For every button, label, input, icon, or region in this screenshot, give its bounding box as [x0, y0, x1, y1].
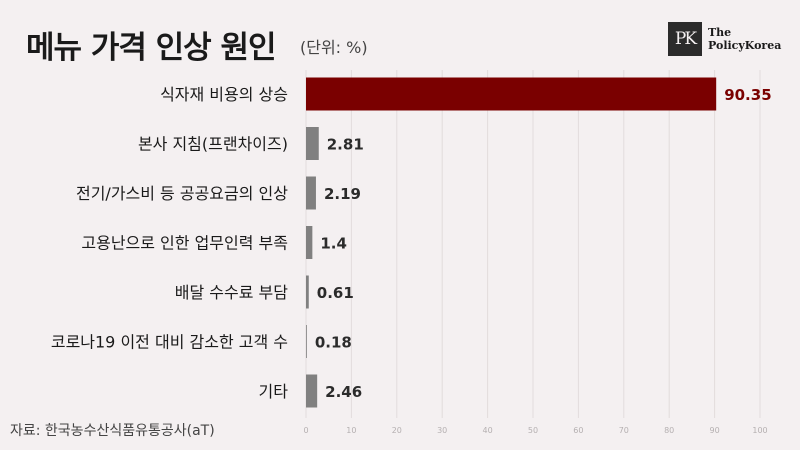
value-label: 2.81	[327, 136, 364, 154]
x-tick-label: 20	[392, 426, 402, 435]
category-label: 식자재 비용의 상승	[160, 85, 288, 104]
x-tick-label: 100	[752, 426, 767, 435]
bar	[306, 374, 318, 408]
x-tick-label: 90	[710, 426, 720, 435]
x-tick-label: 10	[346, 426, 356, 435]
bar	[306, 275, 309, 309]
category-label: 배달 수수료 부담	[175, 283, 288, 302]
x-tick-label: 50	[528, 426, 538, 435]
x-tick-label: 40	[483, 426, 493, 435]
source-note: 자료: 한국농수산식품유통공사(aT)	[10, 423, 215, 439]
category-label: 기타	[259, 382, 289, 401]
bar	[306, 226, 313, 259]
logo-line-1: The	[708, 26, 732, 39]
x-tick-label: 70	[619, 426, 629, 435]
unit-label: (단위: %)	[300, 38, 368, 57]
value-label: 0.61	[317, 284, 354, 302]
bar	[306, 127, 319, 160]
bar	[306, 176, 316, 210]
bar	[306, 77, 717, 111]
category-label: 전기/가스비 등 공공요금의 인상	[76, 184, 288, 203]
logo-line-2: PolicyKorea	[708, 39, 782, 52]
value-label: 1.4	[320, 235, 347, 253]
logo-mark: PK	[668, 22, 702, 56]
category-label: 코로나19 이전 대비 감소한 고객 수	[51, 333, 288, 352]
x-tick-label: 30	[437, 426, 447, 435]
x-tick-label: 0	[303, 426, 308, 435]
bar	[306, 325, 307, 358]
logo-text: The PolicyKorea	[708, 26, 781, 52]
value-label: 2.19	[324, 185, 361, 203]
category-label: 고용난으로 인한 업무인력 부족	[81, 234, 288, 253]
chart-title: 메뉴 가격 인상 원인	[26, 30, 277, 66]
category-label: 본사 지침(프랜차이즈)	[138, 135, 288, 154]
x-tick-label: 80	[664, 426, 674, 435]
value-label: 2.46	[325, 383, 362, 401]
value-label: 90.35	[724, 86, 771, 104]
value-label: 0.18	[315, 334, 352, 352]
x-tick-label: 60	[573, 426, 583, 435]
logo: PK The PolicyKorea	[668, 22, 781, 56]
